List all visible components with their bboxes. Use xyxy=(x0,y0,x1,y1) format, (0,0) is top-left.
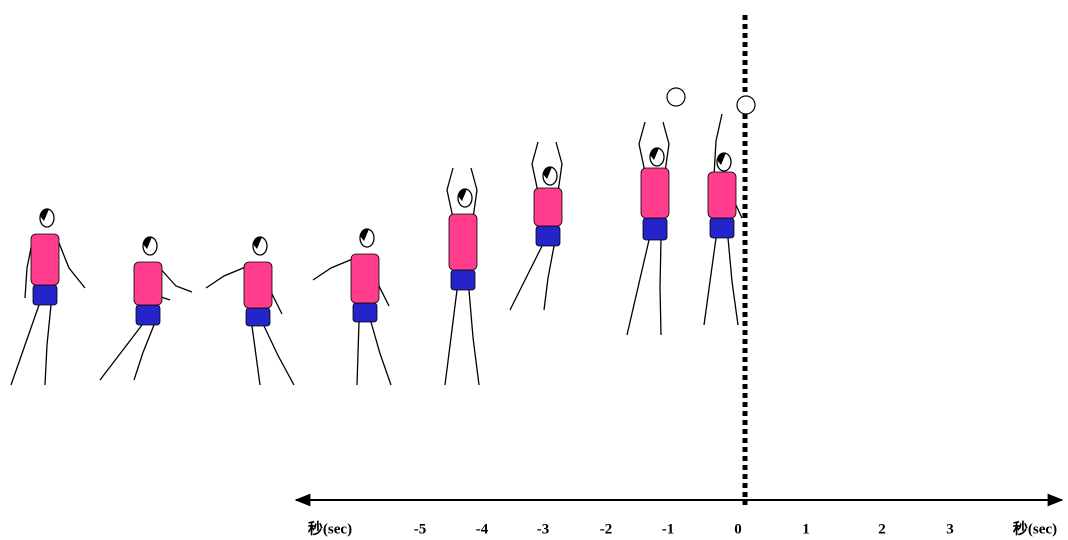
player xyxy=(703,113,743,326)
leg xyxy=(356,321,360,386)
axis-label: -4 xyxy=(476,521,489,537)
hair xyxy=(360,228,369,241)
player xyxy=(626,121,670,336)
leg xyxy=(444,289,458,386)
axis-label: 秒(sec) xyxy=(1013,519,1057,537)
shirt xyxy=(133,261,163,306)
leg xyxy=(133,324,155,381)
shorts xyxy=(450,269,476,291)
player xyxy=(509,141,563,311)
shirt xyxy=(533,187,563,227)
ball xyxy=(666,87,686,107)
leg xyxy=(727,237,739,326)
arm xyxy=(312,257,356,281)
leg xyxy=(10,304,40,386)
arm xyxy=(531,141,539,193)
arm xyxy=(205,265,249,289)
player xyxy=(99,236,193,381)
arm xyxy=(638,121,646,173)
shorts xyxy=(135,304,161,326)
axis-label: 1 xyxy=(802,521,810,537)
shorts xyxy=(709,217,735,239)
players xyxy=(10,113,743,386)
arm xyxy=(662,121,670,173)
hair xyxy=(253,236,262,249)
leg xyxy=(626,239,650,336)
leg xyxy=(263,325,295,386)
player xyxy=(444,167,480,386)
shorts xyxy=(535,225,561,247)
arm xyxy=(157,265,193,293)
axis-label: -5 xyxy=(414,521,427,537)
shirt xyxy=(30,233,60,286)
axis-label: -1 xyxy=(662,521,675,537)
axis-label: -3 xyxy=(537,521,550,537)
hair xyxy=(40,208,49,221)
axis-labels: 秒(sec) -5 -4 -3 -2 -1 0 1 2 3 秒(sec) xyxy=(308,519,1057,537)
hair xyxy=(143,236,152,249)
shorts xyxy=(245,307,271,327)
shorts xyxy=(32,284,58,306)
arm xyxy=(713,113,723,177)
axis-label: 秒(sec) xyxy=(308,519,352,537)
leg xyxy=(703,237,717,326)
shirt xyxy=(640,167,670,219)
hair xyxy=(717,152,726,165)
axis-label: -2 xyxy=(600,521,613,537)
shirt xyxy=(707,171,737,219)
arm xyxy=(56,237,86,289)
leg xyxy=(99,324,143,381)
arm xyxy=(555,141,563,193)
leg xyxy=(659,239,662,336)
arm xyxy=(446,167,454,219)
leg xyxy=(251,325,261,386)
player xyxy=(205,236,295,386)
axis-label: 0 xyxy=(734,521,742,537)
shirt xyxy=(448,213,478,271)
shirt xyxy=(243,261,273,309)
leg xyxy=(468,289,480,386)
leg xyxy=(370,321,392,386)
shorts xyxy=(642,217,668,241)
player xyxy=(10,208,86,386)
axis-label: 2 xyxy=(878,521,886,537)
hair xyxy=(458,188,467,201)
leg xyxy=(543,245,555,311)
player xyxy=(312,228,392,386)
ball xyxy=(736,95,756,115)
shirt xyxy=(350,253,380,304)
shorts xyxy=(352,302,378,323)
hair xyxy=(650,147,659,160)
arm xyxy=(470,167,478,219)
leg xyxy=(509,245,543,311)
hair xyxy=(543,166,552,179)
axis-label: 3 xyxy=(946,521,954,537)
leg xyxy=(44,304,52,386)
